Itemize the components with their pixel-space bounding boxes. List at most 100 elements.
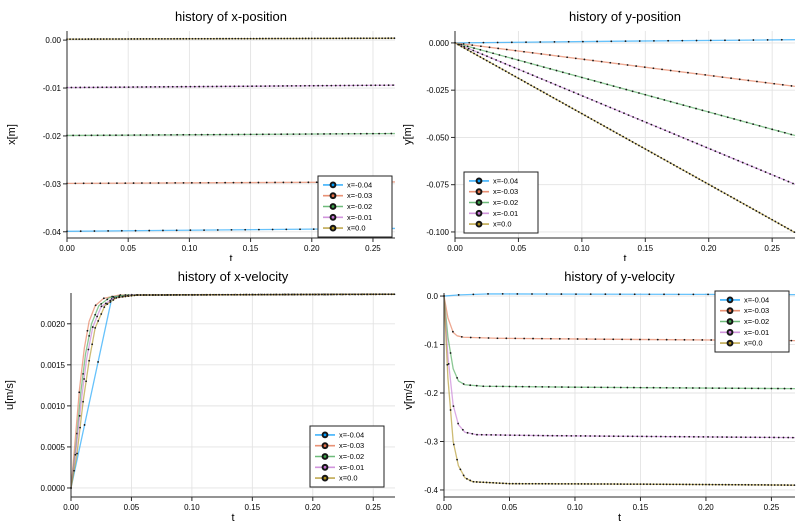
data-point-marker [181,294,184,296]
data-point-marker [383,84,386,87]
data-point-marker [629,483,632,486]
data-point-marker [603,338,606,341]
data-point-marker [461,428,464,431]
data-point-marker [72,38,75,41]
data-point-marker [619,86,621,89]
data-point-marker [587,483,589,485]
data-point-marker [574,386,576,389]
data-point-marker [610,483,612,485]
data-point-marker [200,293,202,296]
legend-label: x=-0.01 [493,209,518,218]
data-point-marker [579,435,582,437]
data-point-marker [141,86,143,88]
data-point-marker [726,436,728,438]
data-point-marker [496,337,499,340]
data-point-marker [327,293,329,296]
data-point-marker [487,293,489,295]
data-point-marker [528,482,531,485]
data-point-marker [215,293,217,296]
data-point-marker [163,294,166,296]
data-point-marker [685,483,688,486]
data-point-marker [521,482,524,485]
data-point-marker [783,387,786,390]
data-point-marker [108,38,111,40]
data-point-marker [613,386,616,389]
data-point-marker [682,169,685,172]
data-point-marker [669,435,672,438]
x-tick-label: 0.00 [59,244,75,253]
data-point-marker [757,483,760,486]
data-point-marker [271,37,273,40]
data-point-marker [575,293,577,296]
y-tick-label: -0.4 [424,486,438,495]
data-point-marker [641,119,644,122]
data-point-marker [191,293,193,296]
data-point-marker [359,132,362,135]
data-point-marker [106,303,109,305]
data-point-marker [261,133,264,136]
data-point-marker [224,181,227,184]
series-markers-x=-0.02 [66,132,393,137]
data-point-marker [76,452,78,455]
data-point-marker [338,37,341,40]
data-point-marker [323,37,325,40]
data-point-marker [115,297,118,299]
data-point-marker [528,385,531,388]
data-point-marker [701,109,704,112]
data-point-marker [286,37,289,40]
chart-y-position: 0.00 0.05 0.10 0.15 0.20 0.25 0.000 -0.025 -0.05… [400,0,800,265]
data-point-marker [91,343,94,346]
data-point-marker [695,176,697,179]
data-point-marker [132,86,134,88]
data-point-marker [596,483,599,485]
data-point-marker [198,85,201,88]
data-point-marker [560,293,563,295]
data-point-marker [387,84,390,87]
data-point-marker [459,468,462,471]
data-point-marker [708,483,711,486]
data-point-marker [585,338,588,340]
data-point-marker [88,335,91,337]
data-point-marker [91,182,93,185]
data-point-marker [661,68,663,71]
data-point-marker [107,230,110,232]
data-point-marker [754,436,757,439]
data-point-marker [100,313,103,315]
legend-marker-icon [323,465,327,469]
data-point-marker [750,165,753,168]
y-tick-label: -0.2 [424,389,438,398]
data-point-marker [278,293,281,296]
data-point-marker [292,133,295,136]
data-point-marker [108,134,111,137]
data-point-marker [99,38,102,40]
data-point-marker [650,435,653,438]
data-point-marker [215,85,218,88]
data-point-marker [495,482,498,484]
y-tick-label: 0.0000 [41,484,66,493]
data-point-marker [148,38,151,40]
data-point-marker [495,65,498,67]
data-point-marker [764,81,767,84]
chart-title: history of y-velocity [564,269,675,284]
chart-x-position: 0.00 0.05 0.10 0.15 0.20 0.25 0.00 -0.01 -0.02 -0… [0,0,400,265]
legend: x=-0.04 x=-0.03 x=-0.02 x=-0.01 x=0.0 [714,290,790,353]
data-point-marker [646,386,648,389]
data-point-marker [718,387,720,390]
data-point-marker [317,37,319,40]
data-point-marker [695,483,698,486]
data-point-marker [139,38,142,40]
data-point-marker [780,224,783,226]
data-point-marker [393,37,396,40]
data-point-marker [728,155,730,158]
data-point-marker [786,484,789,486]
data-point-marker [220,85,223,88]
data-point-marker [730,436,733,439]
data-point-marker [372,37,374,40]
data-point-marker [618,110,621,113]
data-point-marker [769,173,772,175]
data-point-marker [712,75,715,77]
data-point-marker [606,83,609,86]
data-point-marker [83,86,86,89]
data-point-marker [287,293,290,296]
data-point-marker [87,38,90,40]
